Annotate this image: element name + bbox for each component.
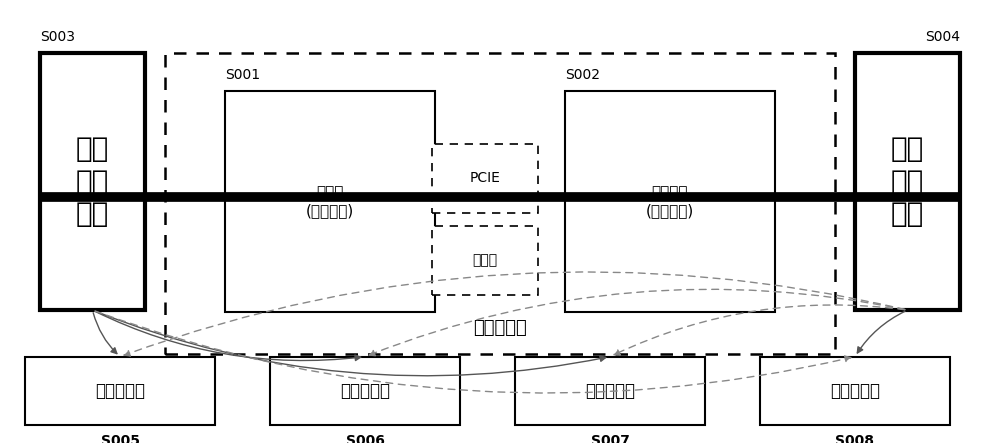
Bar [25, 357, 215, 425]
Text: S005: S005 [100, 434, 140, 443]
Text: 基础
功能
应用: 基础 功能 应用 [76, 135, 109, 228]
Bar [565, 91, 775, 312]
Text: 扩展
功能
应用: 扩展 功能 应用 [891, 135, 924, 228]
Text: S002: S002 [565, 68, 600, 82]
Text: S006: S006 [346, 434, 384, 443]
Bar [515, 357, 705, 425]
Bar [40, 53, 145, 310]
Text: 显示子系统: 显示子系统 [95, 382, 145, 400]
Text: 以太网: 以太网 [472, 253, 498, 267]
Text: S008: S008 [836, 434, 874, 443]
Text: 声学子系统: 声学子系统 [585, 382, 635, 400]
Text: S001: S001 [225, 68, 260, 82]
Text: 主分区
(基础功能): 主分区 (基础功能) [306, 185, 354, 218]
Text: S004: S004 [925, 30, 960, 44]
Bar [432, 226, 538, 295]
Text: 图像子系统: 图像子系统 [340, 382, 390, 400]
Text: PCIE: PCIE [470, 171, 500, 185]
Text: 扩展分区
(扩展功能): 扩展分区 (扩展功能) [646, 185, 694, 218]
Bar [432, 144, 538, 213]
Text: S003: S003 [40, 30, 75, 44]
Text: 天线子系统: 天线子系统 [830, 382, 880, 400]
Bar [225, 91, 435, 312]
Text: S007: S007 [591, 434, 629, 443]
Bar [760, 357, 950, 425]
Bar [855, 53, 960, 310]
Bar [270, 357, 460, 425]
Text: 座舱控制器: 座舱控制器 [473, 319, 527, 337]
Bar [165, 53, 835, 354]
